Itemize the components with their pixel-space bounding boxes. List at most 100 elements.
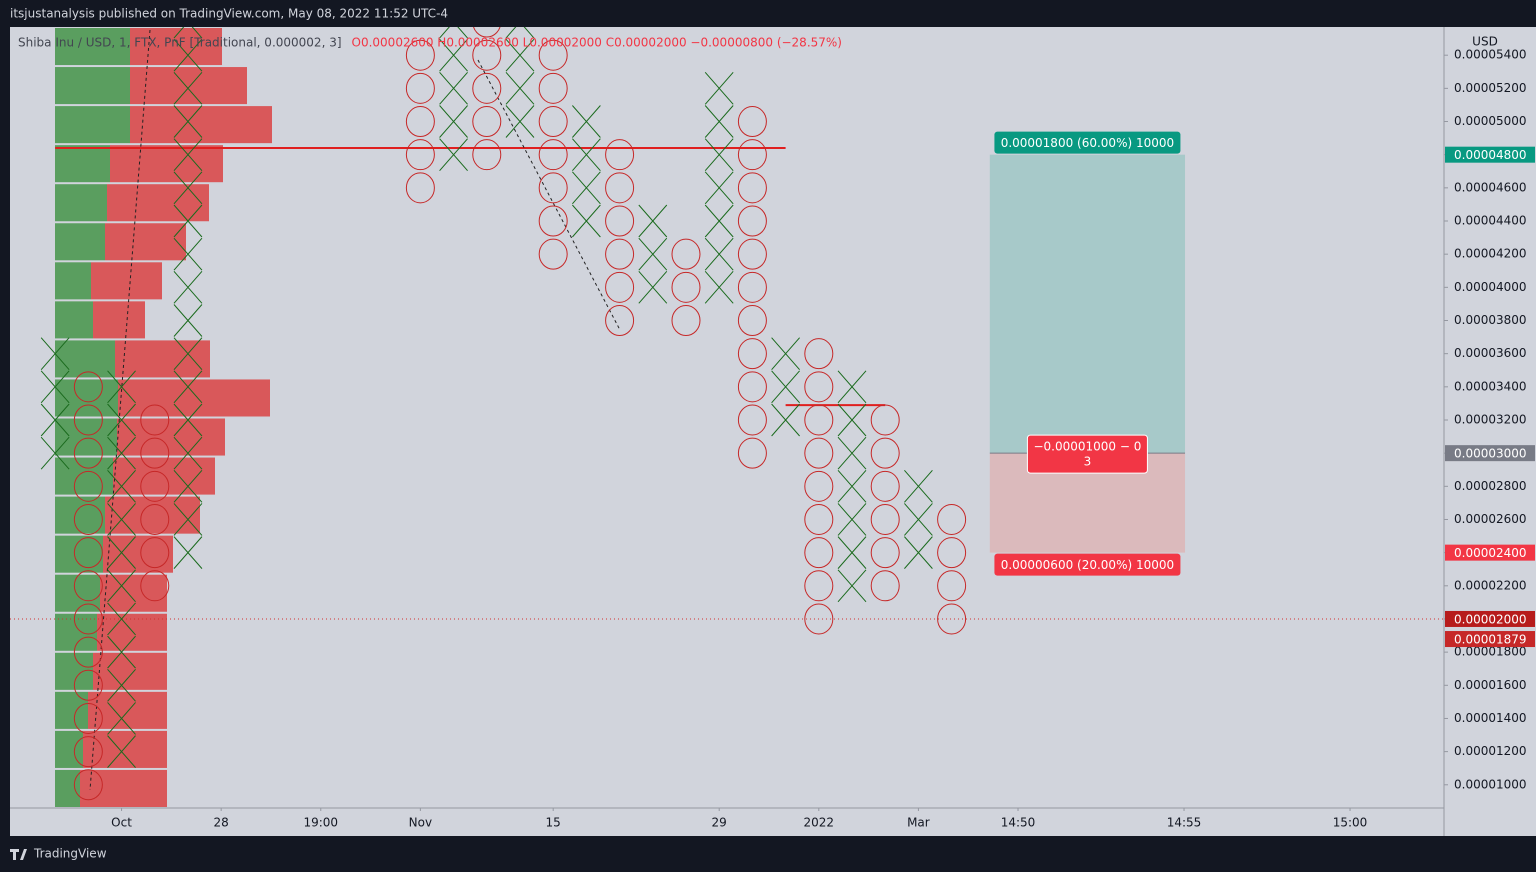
o-box: [405, 39, 435, 71]
o-box: [472, 139, 502, 171]
x-box: [704, 171, 734, 205]
x-box: [505, 105, 535, 138]
pnf-column: [73, 371, 103, 801]
o-box: [538, 139, 568, 171]
profile-up: [55, 691, 88, 729]
x-box: [704, 271, 734, 304]
y-tick-label: 0.00002600: [1454, 512, 1527, 526]
x-box: [771, 403, 800, 437]
x-box: [173, 171, 203, 205]
pnf-column: [737, 106, 767, 469]
x-box: [572, 171, 601, 205]
o-box: [405, 172, 435, 204]
y-tick-label: 0.00005000: [1454, 114, 1527, 128]
price-badge: [1445, 445, 1535, 462]
x-tick-label: Mar: [907, 816, 930, 830]
x-box: [439, 105, 468, 138]
center-label: −0.00001000 − 0: [1033, 440, 1141, 454]
profile-down: [117, 418, 225, 456]
x-tick-label: 15:00: [1333, 816, 1368, 830]
x-box: [638, 204, 668, 238]
o-box: [671, 238, 701, 270]
price-badge: [1445, 544, 1535, 561]
x-box: [40, 436, 70, 470]
o-box: [870, 537, 900, 569]
o-box: [472, 72, 502, 104]
x-box: [704, 105, 734, 138]
x-box: [904, 536, 933, 569]
pnf-column: [704, 72, 734, 304]
o-box: [605, 139, 635, 171]
o-box: [73, 736, 103, 768]
o-box: [870, 404, 900, 436]
y-tick-label: 0.00003600: [1454, 346, 1527, 360]
o-box: [538, 39, 568, 71]
o-box: [472, 106, 502, 138]
x-box: [837, 370, 867, 404]
pnf-column: [837, 370, 867, 603]
profile-up: [55, 145, 110, 183]
y-tick-label: 0.00002200: [1454, 578, 1527, 592]
profile-down: [130, 67, 247, 105]
legend-ohlc: O0.00002600 H0.00002600 L0.00002000 C0.0…: [352, 36, 842, 50]
profile-down: [105, 223, 186, 261]
profile-up: [55, 574, 100, 612]
footer-brand: TradingView: [33, 847, 107, 861]
o-box: [737, 304, 767, 336]
o-box: [870, 437, 900, 469]
o-box: [737, 238, 767, 270]
trend-line: [477, 59, 621, 331]
pnf-column: [173, 27, 203, 569]
o-box: [538, 106, 568, 138]
x-box: [704, 204, 734, 238]
y-tick-label: 0.00004400: [1454, 214, 1527, 228]
o-box: [140, 570, 170, 602]
o-box: [737, 271, 767, 303]
o-box: [538, 172, 568, 204]
o-box: [405, 72, 435, 104]
o-box: [473, 27, 501, 38]
o-box: [737, 106, 767, 138]
x-box: [107, 702, 136, 735]
x-tick-label: 14:50: [1001, 816, 1036, 830]
x-box: [173, 27, 203, 39]
o-box: [804, 371, 834, 403]
profile-down: [83, 730, 167, 768]
x-box: [638, 237, 668, 271]
x-tick-label: 14:55: [1167, 816, 1202, 830]
o-box: [538, 72, 568, 104]
o-box: [804, 437, 834, 469]
y-tick-label: 0.00001000: [1454, 777, 1527, 791]
x-tick-label: 2022: [804, 816, 835, 830]
x-box: [572, 204, 601, 238]
x-box: [173, 503, 203, 536]
o-box: [804, 470, 834, 502]
pnf-column: [904, 469, 933, 569]
o-box: [405, 139, 435, 171]
o-box: [73, 537, 103, 569]
o-box: [737, 437, 767, 469]
x-box: [904, 469, 933, 503]
pnf-column: [538, 39, 568, 270]
o-box: [804, 338, 834, 370]
x-box: [173, 403, 203, 437]
x-box: [173, 436, 203, 470]
profile-up: [55, 28, 130, 66]
pnf-column: [671, 238, 701, 336]
plot-area: [10, 27, 1444, 808]
x-box: [40, 337, 70, 370]
profile-down: [93, 301, 145, 339]
pnf-column: [638, 204, 668, 304]
x-box: [173, 237, 203, 271]
x-box: [107, 569, 136, 603]
x-tick-label: 19:00: [303, 816, 338, 830]
x-box: [107, 503, 136, 536]
price-badge: [1445, 610, 1535, 627]
price-badge: [1445, 146, 1535, 163]
o-box: [73, 404, 103, 436]
center-label-bg: [1026, 434, 1148, 474]
profile-down: [97, 613, 167, 651]
stop-label-bg: [994, 553, 1181, 576]
x-box: [173, 469, 203, 503]
